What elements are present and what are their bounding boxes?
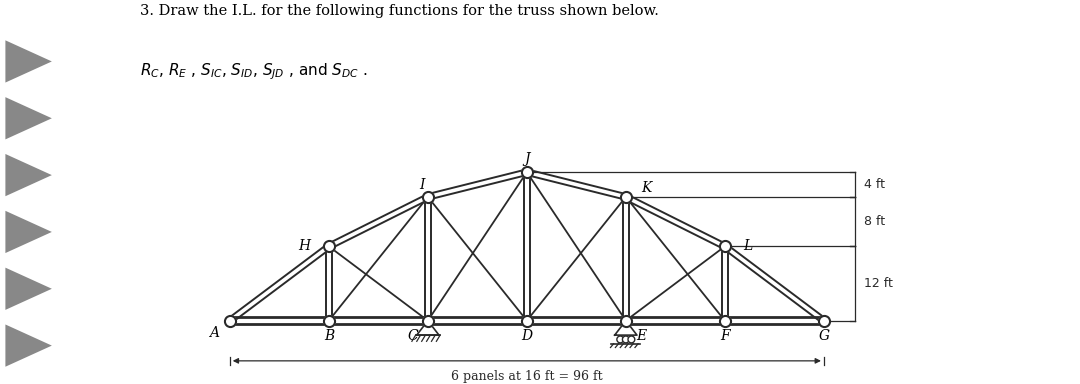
Circle shape <box>627 336 635 343</box>
Text: I: I <box>419 177 424 192</box>
Polygon shape <box>615 321 637 335</box>
Text: F: F <box>720 329 730 343</box>
Text: K: K <box>642 180 651 195</box>
Text: D: D <box>522 329 532 343</box>
Text: E: E <box>636 329 646 343</box>
Text: A: A <box>210 326 219 340</box>
Polygon shape <box>417 321 438 335</box>
Text: 3. Draw the I.L. for the following functions for the truss shown below.: 3. Draw the I.L. for the following funct… <box>140 4 659 18</box>
Text: 6 panels at 16 ft = 96 ft: 6 panels at 16 ft = 96 ft <box>451 370 603 383</box>
Text: C: C <box>407 329 418 343</box>
Circle shape <box>617 336 623 343</box>
Text: 4 ft: 4 ft <box>864 178 885 191</box>
Text: H: H <box>298 239 310 253</box>
Text: G: G <box>819 329 829 343</box>
Text: B: B <box>324 329 334 343</box>
Text: 8 ft: 8 ft <box>864 215 886 228</box>
Text: $R_C$, $R_E$ , $S_{IC}$, $S_{ID}$, $S_{JD}$ , and $S_{DC}$ .: $R_C$, $R_E$ , $S_{IC}$, $S_{ID}$, $S_{J… <box>140 61 368 82</box>
Circle shape <box>622 336 630 343</box>
Text: L: L <box>743 239 753 253</box>
Text: 12 ft: 12 ft <box>864 277 893 290</box>
Text: J: J <box>524 152 529 166</box>
